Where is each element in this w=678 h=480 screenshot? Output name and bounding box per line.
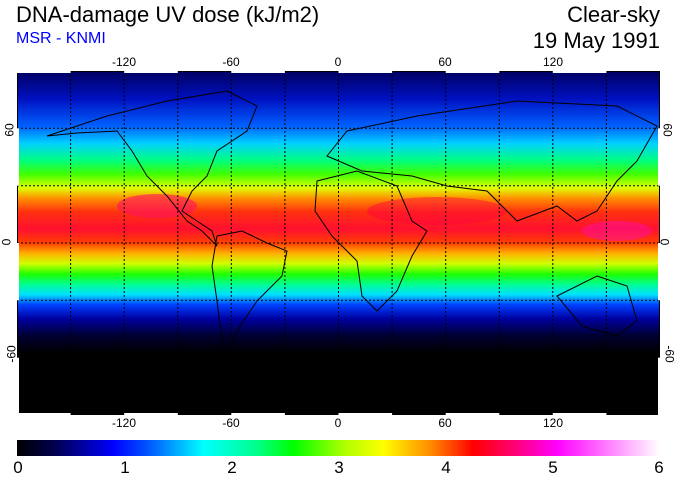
graticule (17, 71, 660, 415)
colorbar-label: 4 (441, 458, 451, 477)
lon-label-bottom: 120 (542, 416, 564, 430)
lon-label-top: 120 (542, 55, 564, 69)
map-title: DNA-damage UV dose (kJ/m2) (16, 2, 320, 27)
lon-label-top: -60 (222, 55, 240, 69)
frame-ticks (17, 71, 660, 415)
colorbar-label: 6 (654, 458, 664, 477)
coastlines (46, 90, 658, 363)
colorbar-label: 5 (548, 458, 558, 477)
colorbar-label: 3 (334, 458, 344, 477)
lat-label-right: 60 (660, 123, 675, 137)
lon-label-bottom: -120 (111, 416, 137, 430)
lon-label-bottom: 60 (438, 416, 452, 430)
lat-label-right: -60 (662, 345, 677, 363)
south-america-coast (211, 230, 288, 363)
uv-hotspot (367, 197, 507, 225)
uv-hotspot (117, 194, 197, 218)
condition-label: Clear-sky (567, 2, 660, 27)
lon-label-top: -120 (111, 55, 137, 69)
lon-label-top: 60 (438, 55, 452, 69)
colorbar (17, 440, 660, 456)
colorbar-label: 1 (120, 458, 130, 477)
colorbar-label: 2 (227, 458, 237, 477)
colorbar-label: 0 (13, 458, 23, 477)
lon-label-top: 0 (334, 55, 342, 69)
australia-coast (556, 275, 638, 337)
uv-hotspot (582, 221, 652, 241)
lon-label-bottom: 0 (334, 416, 342, 430)
lat-label-left: 0 (0, 238, 14, 246)
lat-label-left: 60 (2, 123, 17, 137)
uv-dose-map (17, 71, 660, 415)
north-america-coast (46, 90, 258, 247)
lon-label-bottom: -60 (222, 416, 240, 430)
date-label: 19 May 1991 (532, 28, 660, 53)
eurasia-coast (326, 100, 658, 222)
source-label: MSR - KNMI (16, 30, 106, 47)
